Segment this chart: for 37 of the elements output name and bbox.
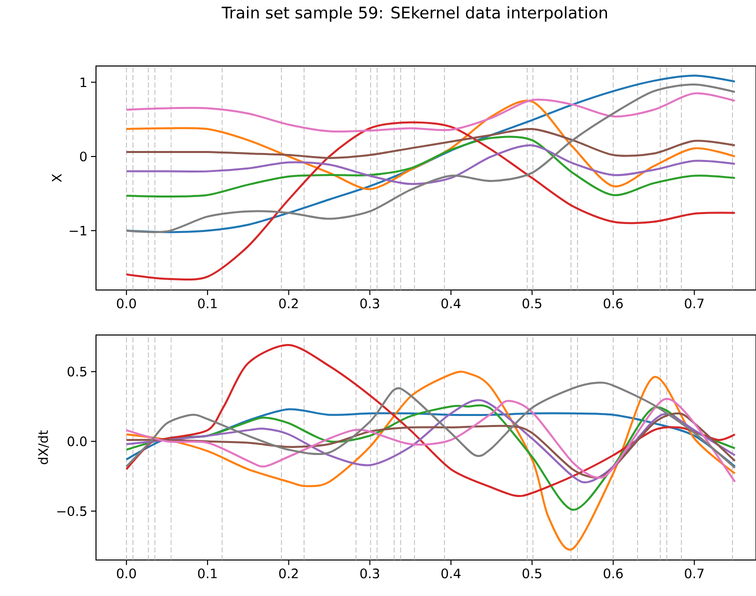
x-tick-label: 0.0 [116, 298, 136, 308]
line-series [125, 121, 736, 281]
y-axis-title: dX/dt [38, 430, 50, 464]
x-tick-label: 0.3 [360, 568, 380, 578]
y-tick-label: 1 [80, 78, 86, 88]
y-tick-label: 0.5 [68, 366, 86, 376]
line-series [125, 92, 736, 133]
x-tick-label: 0.1 [198, 568, 217, 578]
line-series [125, 100, 736, 190]
line-series [125, 344, 736, 497]
x-tick-label: 0.7 [684, 568, 704, 578]
line-series [125, 382, 736, 469]
line-series [125, 371, 736, 551]
y-tick-label: 0.0 [68, 436, 87, 446]
x-tick-label: 0.6 [604, 298, 623, 308]
x-tick-label: 0.4 [441, 298, 461, 308]
x-tick-label: 0.4 [441, 568, 461, 578]
x-tick-label: 0.7 [684, 298, 704, 308]
x-tick-label: 0.6 [604, 568, 623, 578]
y-tick-label: −0.5 [57, 506, 86, 516]
line-series [125, 408, 736, 468]
y-axis-title: X [52, 174, 62, 182]
line-series [125, 144, 736, 185]
x-tick-label: 0.0 [116, 568, 136, 578]
x-tick-label: 0.1 [198, 298, 217, 308]
y-tick-label: 0 [80, 152, 87, 162]
x-tick-label: 0.2 [279, 298, 298, 308]
chart-title: Train set sample 59: SEkernel data interpolation [222, 6, 607, 22]
line-series [125, 128, 736, 159]
x-tick-label: 0.2 [279, 568, 298, 578]
x-tick-label: 0.5 [522, 568, 542, 578]
line-series [125, 412, 736, 479]
line-series [125, 404, 736, 511]
y-tick-label: −1 [70, 226, 86, 236]
x-tick-label: 0.3 [360, 298, 380, 308]
x-tick-label: 0.5 [522, 298, 542, 308]
line-series [125, 136, 736, 198]
